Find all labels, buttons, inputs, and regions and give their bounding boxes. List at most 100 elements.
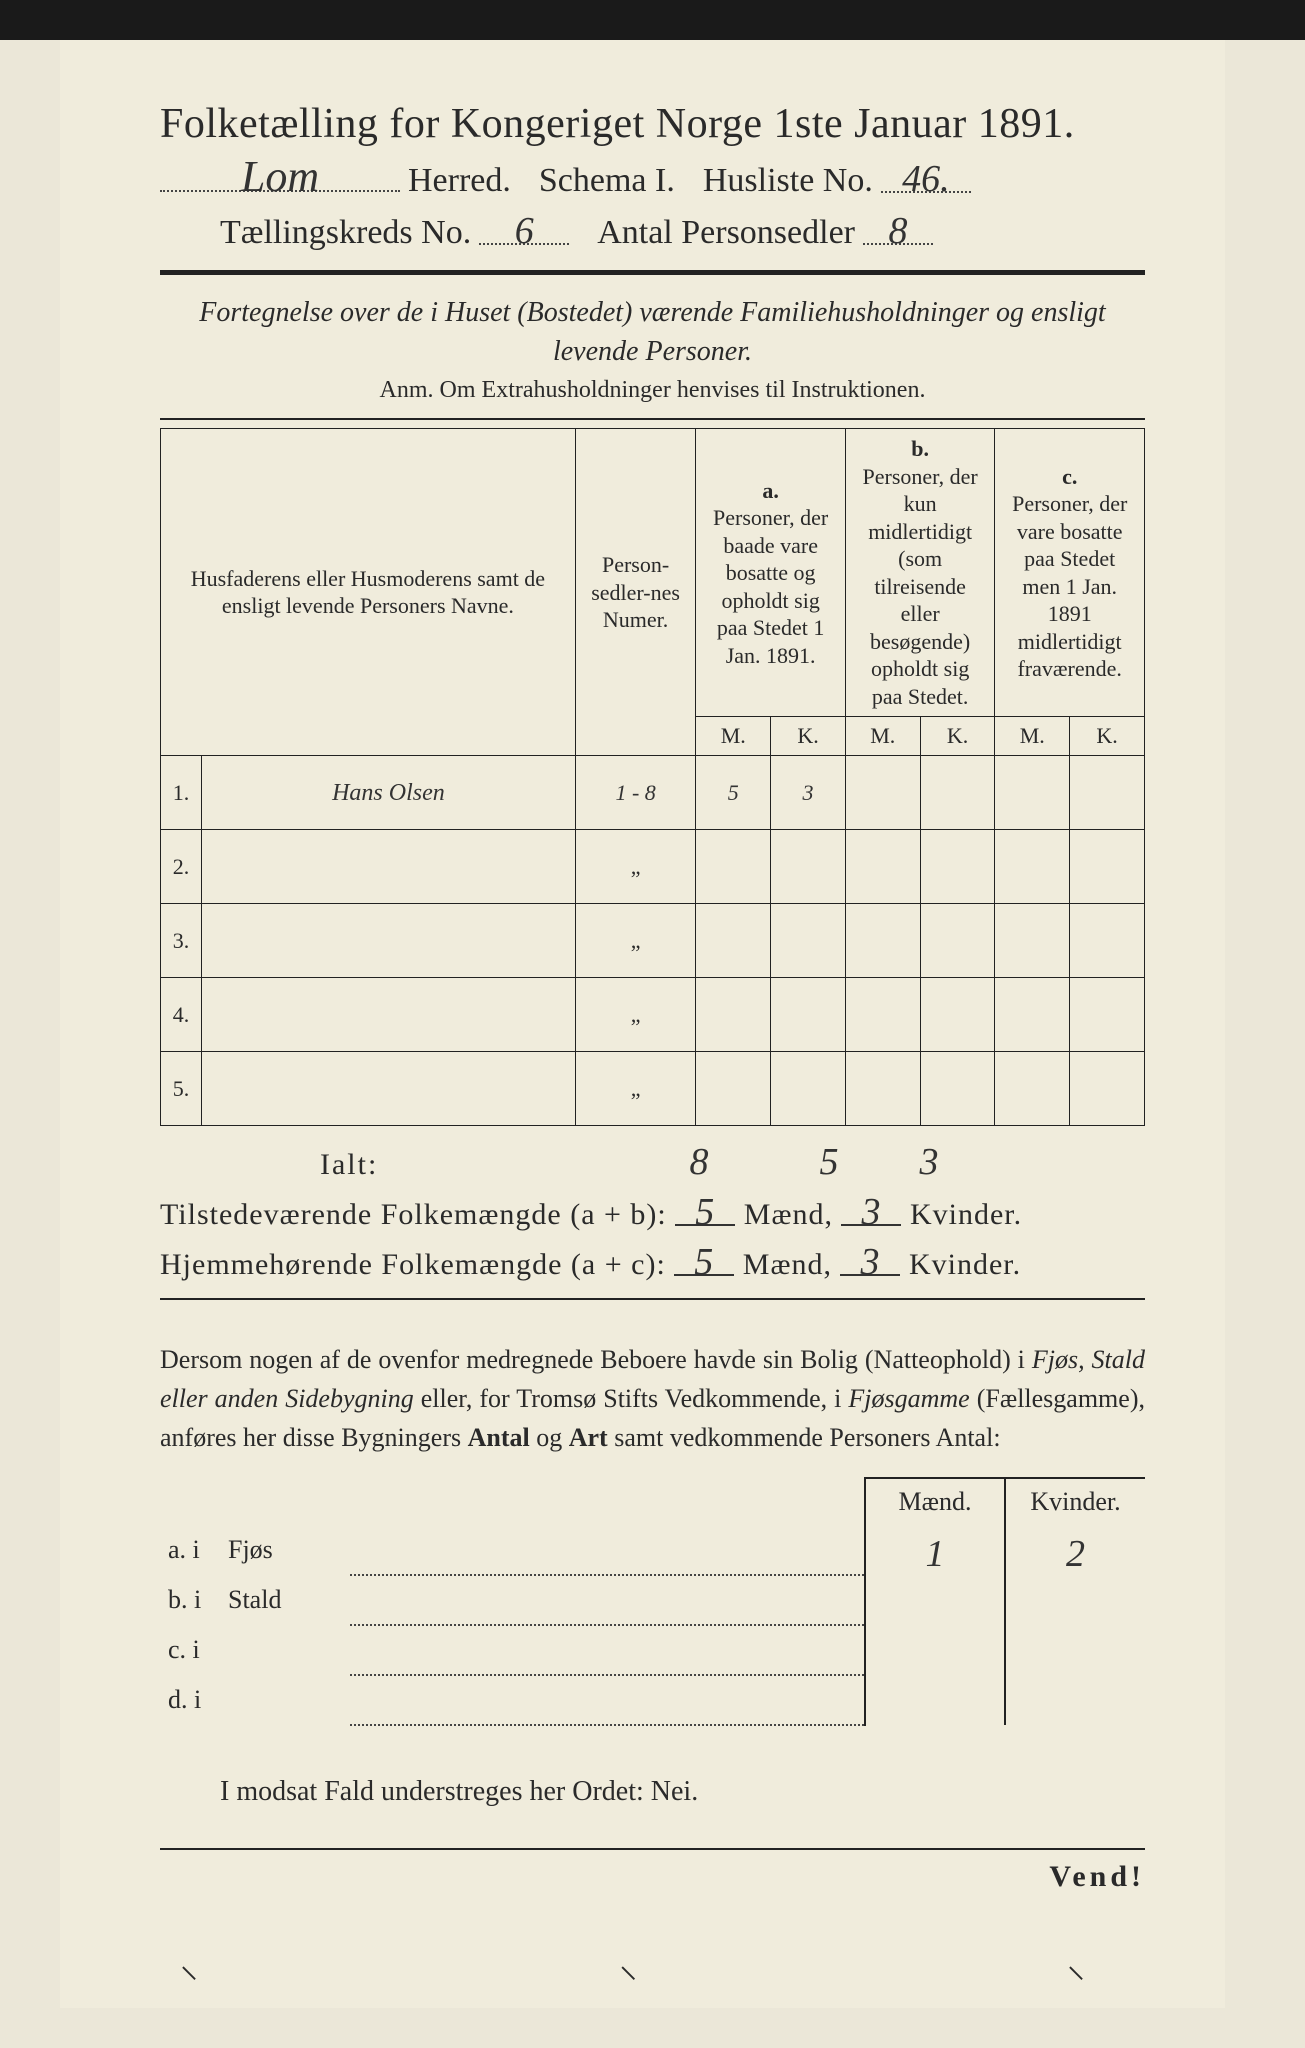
- bldg-type: [220, 1675, 350, 1725]
- cell-b-k: [920, 978, 995, 1052]
- cell-c-k: [1070, 756, 1145, 830]
- bldg-maend: 1: [865, 1525, 1005, 1575]
- totals-am: 5: [800, 1151, 860, 1174]
- bldg-kvinder: 2: [1005, 1525, 1145, 1575]
- household-table: Husfaderens eller Husmoderens samt de en…: [160, 428, 1145, 1126]
- cell-b-k: [920, 830, 995, 904]
- building-row: c. i: [160, 1625, 1145, 1675]
- cell-b-m: [845, 756, 920, 830]
- husliste-label: Husliste No.: [703, 162, 873, 200]
- cell-a-m: [696, 904, 771, 978]
- bldg-kvinder: [1005, 1675, 1145, 1725]
- mark-icon: ⸜: [619, 1939, 637, 1988]
- antal-label: Antal Personsedler: [597, 214, 855, 252]
- bldg-maend: [865, 1625, 1005, 1675]
- household-name: Hans Olsen: [202, 756, 576, 830]
- cell-c-m: [995, 978, 1070, 1052]
- col-a-k: K.: [771, 717, 846, 756]
- cell-b-m: [845, 1052, 920, 1126]
- header-row-1: Lom Herred. Schema I. Husliste No. 46.: [160, 162, 1145, 200]
- totals-numer: 8: [640, 1151, 760, 1174]
- building-row: b. iStald: [160, 1575, 1145, 1625]
- dotted-fill: [350, 1525, 865, 1575]
- cell-a-m: [696, 978, 771, 1052]
- cell-b-m: [845, 904, 920, 978]
- row-number: 3.: [161, 904, 202, 978]
- bldg-maend: [865, 1675, 1005, 1725]
- divider: [160, 1298, 1145, 1300]
- bldg-kvinder-header: Kvinder.: [1005, 1478, 1145, 1525]
- person-numer: 1 - 8: [575, 756, 696, 830]
- dotted-fill: [350, 1625, 865, 1675]
- cell-b-k: [920, 904, 995, 978]
- anm-text: Anm. Om Extrahusholdninger henvises til …: [160, 377, 1145, 404]
- totals-row: Ialt: 8 5 3: [160, 1148, 1145, 1182]
- bldg-kvinder: [1005, 1625, 1145, 1675]
- cell-b-k: [920, 756, 995, 830]
- col-a-m: M.: [696, 717, 771, 756]
- mark-icon: ⸜: [1067, 1939, 1085, 1988]
- cell-c-m: [995, 1052, 1070, 1126]
- col-c: c. Personer, der vare bosatte paa Stedet…: [995, 429, 1145, 717]
- bldg-row-label: a. i: [160, 1525, 220, 1575]
- col-name: Husfaderens eller Husmoderens samt de en…: [161, 429, 576, 756]
- antal-no: 8: [863, 220, 933, 245]
- summary-line-2: Hjemmehørende Folkemængde (a + c): 5 Mæn…: [160, 1248, 1145, 1282]
- nei-line: I modsat Fald understreges her Ordet: Ne…: [220, 1776, 1145, 1808]
- row-number: 2.: [161, 830, 202, 904]
- cell-a-k: [771, 904, 846, 978]
- bldg-row-label: c. i: [160, 1625, 220, 1675]
- instruction-text: Fortegnelse over de i Huset (Bostedet) v…: [160, 293, 1145, 371]
- herred-label: Herred.: [408, 162, 511, 200]
- table-row: 1.Hans Olsen1 - 853: [161, 756, 1145, 830]
- col-numer: Person-sedler-nes Numer.: [575, 429, 696, 756]
- cell-b-k: [920, 1052, 995, 1126]
- person-numer: „: [575, 830, 696, 904]
- col-c-m: M.: [995, 717, 1070, 756]
- household-name: [202, 904, 576, 978]
- table-row: 2. „: [161, 830, 1145, 904]
- col-b-m: M.: [845, 717, 920, 756]
- col-a: a. Personer, der baade vare bosatte og o…: [696, 429, 846, 717]
- divider: [160, 270, 1145, 275]
- bldg-type: Fjøs: [220, 1525, 350, 1575]
- bldg-kvinder: [1005, 1575, 1145, 1625]
- mark-icon: ⸜: [180, 1939, 198, 1988]
- person-numer: „: [575, 904, 696, 978]
- cell-c-k: [1070, 1052, 1145, 1126]
- cell-a-k: [771, 978, 846, 1052]
- col-b-k: K.: [920, 717, 995, 756]
- bldg-maend: [865, 1575, 1005, 1625]
- building-row: d. i: [160, 1675, 1145, 1725]
- kreds-label: Tællingskreds No.: [220, 214, 471, 252]
- row-number: 4.: [161, 978, 202, 1052]
- household-name: [202, 830, 576, 904]
- table-row: 3. „: [161, 904, 1145, 978]
- cell-a-k: [771, 1052, 846, 1126]
- person-numer: „: [575, 978, 696, 1052]
- building-table: Mænd. Kvinder. a. iFjøs 12b. iStaldc. id.…: [160, 1477, 1145, 1726]
- totals-ak: 3: [900, 1151, 960, 1174]
- bldg-row-label: b. i: [160, 1575, 220, 1625]
- husliste-no: 46.: [881, 168, 971, 193]
- cell-a-k: 3: [771, 756, 846, 830]
- cell-c-m: [995, 756, 1070, 830]
- table-row: 4. „: [161, 978, 1145, 1052]
- col-c-k: K.: [1070, 717, 1145, 756]
- bldg-type: [220, 1625, 350, 1675]
- cell-c-m: [995, 904, 1070, 978]
- schema-label: Schema I.: [539, 162, 675, 200]
- bldg-maend-header: Mænd.: [865, 1478, 1005, 1525]
- census-form-page: Folketælling for Kongeriget Norge 1ste J…: [60, 40, 1225, 2008]
- cell-c-k: [1070, 904, 1145, 978]
- herred-value: Lom: [160, 164, 400, 192]
- dotted-fill: [350, 1575, 865, 1625]
- cell-a-m: [696, 1052, 771, 1126]
- household-name: [202, 1052, 576, 1126]
- header-row-2: Tællingskreds No. 6 Antal Personsedler 8: [220, 214, 1145, 252]
- col-b: b. Personer, der kun midlertidigt (som t…: [845, 429, 995, 717]
- vend-label: Vend!: [160, 1848, 1145, 1894]
- household-name: [202, 978, 576, 1052]
- totals-label: Ialt:: [320, 1148, 470, 1182]
- table-row: 5.„: [161, 1052, 1145, 1126]
